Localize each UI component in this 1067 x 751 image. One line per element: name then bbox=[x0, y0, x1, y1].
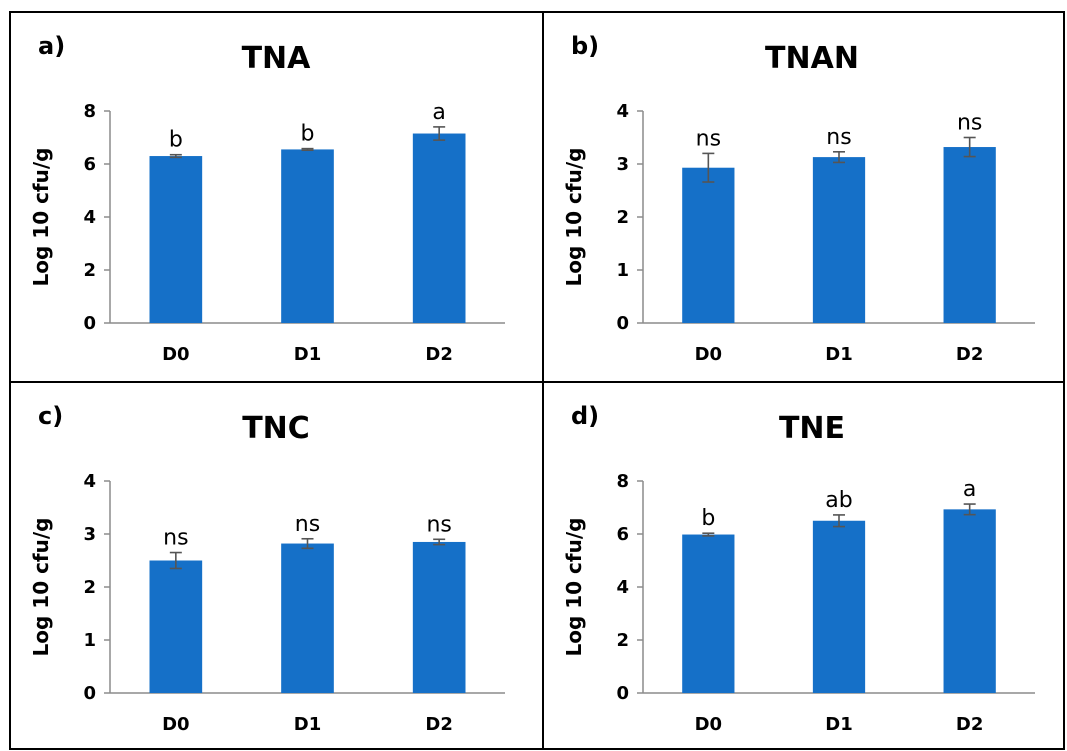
significance-label: b bbox=[701, 506, 715, 531]
y-tick-label: 0 bbox=[616, 313, 629, 334]
bar-d2 bbox=[412, 541, 466, 693]
y-tick-label: 2 bbox=[83, 577, 96, 598]
x-category-label: D2 bbox=[425, 344, 452, 365]
bar-d1 bbox=[812, 520, 866, 693]
significance-label: ns bbox=[826, 125, 851, 150]
y-tick-label: 6 bbox=[616, 524, 629, 545]
y-tick-label: 2 bbox=[83, 260, 96, 281]
chart-title: TNAN bbox=[765, 41, 859, 76]
y-axis-title: Log 10 cfu/g bbox=[29, 148, 53, 287]
bar-d0 bbox=[149, 560, 203, 693]
x-category-label: D2 bbox=[956, 714, 983, 735]
y-tick-label: 4 bbox=[616, 577, 629, 598]
significance-label: ab bbox=[825, 488, 852, 513]
y-tick-label: 1 bbox=[83, 630, 96, 651]
y-tick-label: 2 bbox=[616, 207, 629, 228]
panel-label: c) bbox=[38, 402, 63, 430]
y-axis-title: Log 10 cfu/g bbox=[29, 518, 53, 657]
y-tick-label: 3 bbox=[83, 524, 96, 545]
y-tick-label: 0 bbox=[83, 313, 96, 334]
panel-label: d) bbox=[571, 402, 599, 430]
y-tick-label: 4 bbox=[83, 471, 96, 492]
significance-label: ns bbox=[426, 512, 451, 537]
significance-label: b bbox=[169, 128, 183, 153]
y-tick-label: 1 bbox=[616, 260, 629, 281]
bar-d2 bbox=[412, 133, 466, 323]
x-category-label: D2 bbox=[956, 344, 983, 365]
x-category-label: D0 bbox=[695, 714, 722, 735]
x-category-label: D0 bbox=[162, 344, 189, 365]
y-tick-label: 4 bbox=[83, 207, 96, 228]
bar-d2 bbox=[943, 509, 996, 693]
y-tick-label: 8 bbox=[616, 471, 629, 492]
x-category-label: D1 bbox=[294, 714, 321, 735]
bar-d1 bbox=[281, 543, 334, 693]
x-category-label: D2 bbox=[425, 714, 452, 735]
y-tick-label: 2 bbox=[616, 630, 629, 651]
y-tick-label: 6 bbox=[83, 154, 96, 175]
x-category-label: D1 bbox=[825, 714, 852, 735]
y-tick-label: 0 bbox=[83, 683, 96, 704]
bar-d1 bbox=[812, 157, 866, 323]
significance-label: ns bbox=[163, 526, 188, 551]
x-category-label: D1 bbox=[294, 344, 321, 365]
x-category-label: D0 bbox=[162, 714, 189, 735]
significance-label: a bbox=[432, 100, 445, 125]
y-tick-label: 8 bbox=[83, 101, 96, 122]
chart-title: TNA bbox=[242, 41, 312, 76]
bar-d0 bbox=[682, 534, 735, 693]
y-tick-label: 3 bbox=[616, 154, 629, 175]
panel-label: b) bbox=[571, 32, 599, 60]
significance-label: ns bbox=[957, 111, 982, 136]
chart-title: TNE bbox=[779, 411, 845, 446]
figure-border bbox=[9, 11, 1065, 750]
x-category-label: D1 bbox=[825, 344, 852, 365]
significance-label: ns bbox=[295, 512, 320, 537]
bar-d0 bbox=[149, 156, 203, 323]
y-tick-label: 0 bbox=[616, 683, 629, 704]
panel-label: a) bbox=[38, 32, 65, 60]
y-axis-title: Log 10 cfu/g bbox=[562, 148, 586, 287]
significance-label: a bbox=[963, 477, 976, 502]
chart-title: TNC bbox=[242, 411, 310, 446]
y-tick-label: 4 bbox=[616, 101, 629, 122]
significance-label: ns bbox=[696, 126, 721, 151]
bar-d2 bbox=[943, 147, 996, 323]
x-category-label: D0 bbox=[695, 344, 722, 365]
bar-d1 bbox=[281, 149, 334, 323]
bar-d0 bbox=[682, 167, 735, 323]
y-axis-title: Log 10 cfu/g bbox=[562, 518, 586, 657]
significance-label: b bbox=[301, 122, 315, 147]
